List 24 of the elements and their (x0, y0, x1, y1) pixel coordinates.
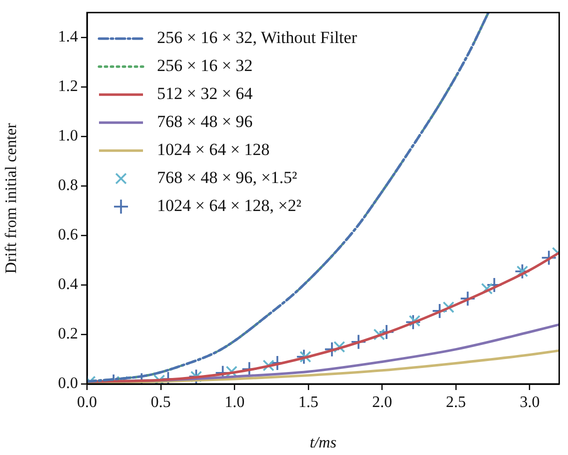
legend-label: 768 × 48 × 96 (157, 112, 253, 132)
y-tick-label: 1.2 (58, 78, 78, 96)
x-tick-label: 1.5 (298, 394, 318, 411)
legend-label: 768 × 48 × 96, ×1.5² (157, 168, 298, 188)
legend-label: 256 × 16 × 32 (157, 56, 253, 76)
y-tick-label: 0.8 (58, 177, 78, 194)
x-tick-label: 2.5 (446, 394, 466, 411)
x-tick-label: 3.0 (520, 394, 540, 411)
legend-label: 256 × 16 × 32, Without Filter (157, 28, 358, 48)
y-tick-label: 0.2 (58, 326, 78, 343)
x-tick-label: 2.0 (372, 394, 392, 411)
x-tick-label: 0.0 (77, 394, 97, 411)
y-tick-label: 0.0 (58, 375, 78, 392)
legend-label: 1024 × 64 × 128, ×2² (157, 196, 302, 216)
y-tick-label: 0.6 (58, 226, 78, 244)
x-tick-label: 1.0 (224, 394, 245, 411)
y-axis-title: Drift from initial center (2, 122, 20, 274)
legend-label: 1024 × 64 × 128 (157, 140, 270, 160)
y-tick-label: 1.0 (58, 128, 78, 145)
x-tick-label: 0.5 (150, 394, 171, 411)
y-tick-label: 1.4 (58, 28, 78, 46)
x-axis-title: t/ms (310, 434, 336, 452)
y-tick-label: 0.4 (58, 276, 78, 294)
legend-label: 512 × 32 × 64 (157, 84, 254, 104)
